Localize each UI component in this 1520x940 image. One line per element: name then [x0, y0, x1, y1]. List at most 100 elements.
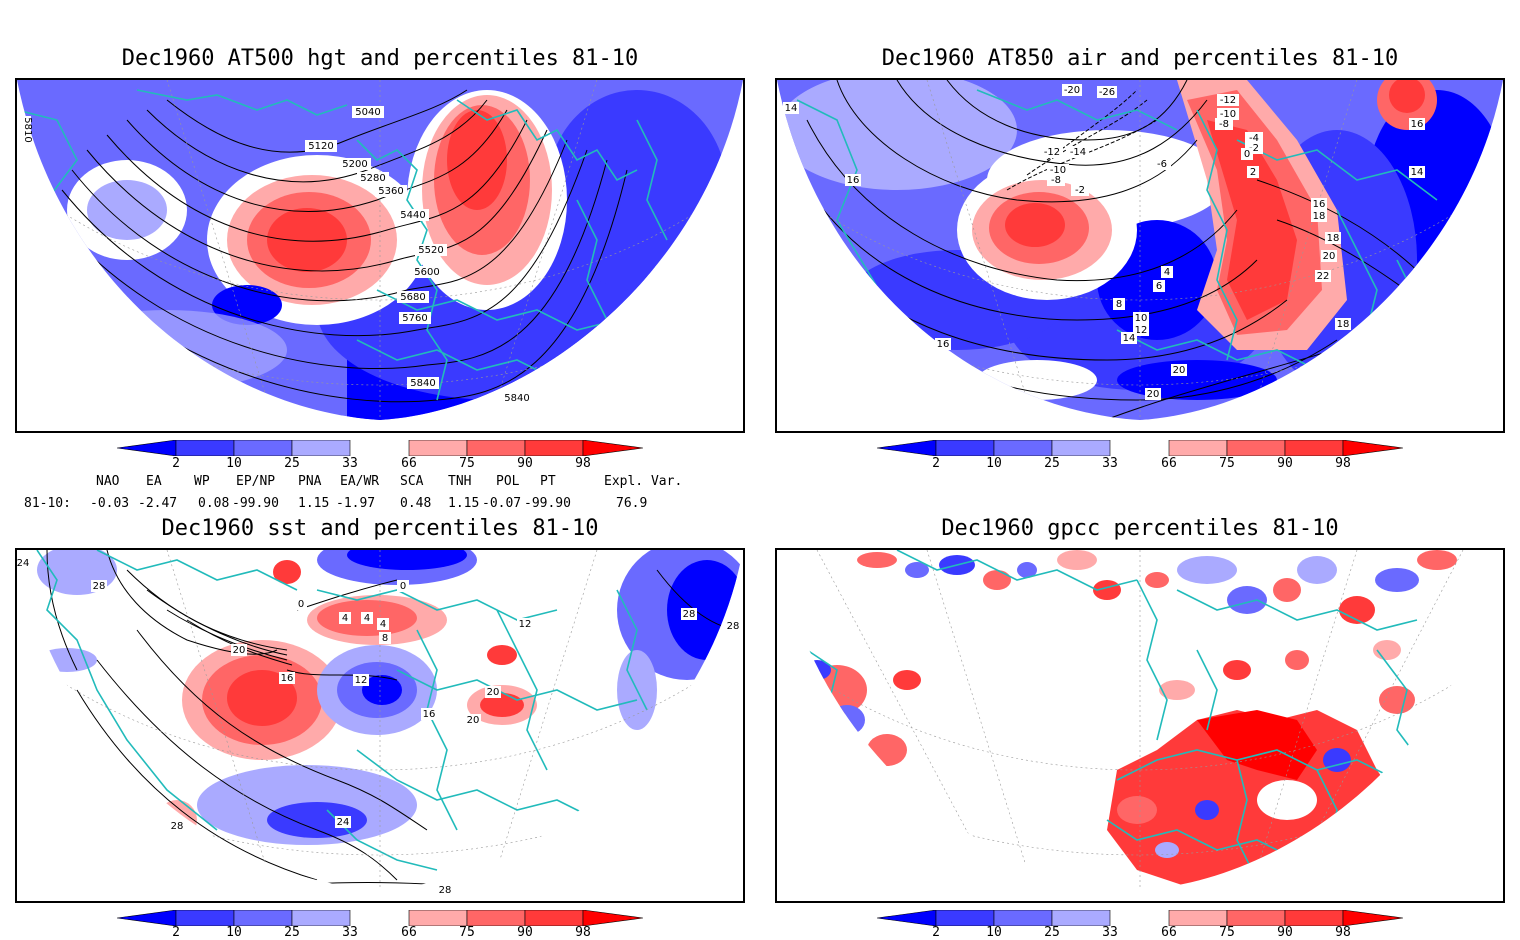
svg-text:4: 4 [380, 619, 386, 630]
contour-label-9: 12 [353, 674, 369, 686]
index-value: -99.90 [524, 496, 571, 511]
cbar-label: 66 [1161, 456, 1177, 471]
contour-label-9: 2 [1247, 166, 1259, 178]
cbar-label: 33 [1102, 925, 1118, 940]
index-header: PT [540, 474, 556, 489]
contour-label-16: 24 [335, 816, 351, 828]
cbar-label: 98 [1335, 925, 1351, 940]
contour-label-29: 16 [935, 338, 951, 350]
cbar-label: 10 [226, 925, 242, 940]
contour-label-34: 16 [1311, 198, 1327, 210]
panel-3-title: Dec1960 sst and percentiles 81-10 [161, 516, 599, 541]
svg-text:5520: 5520 [418, 245, 443, 256]
contour-label-16: 14 [783, 102, 799, 114]
index-header: EA/WR [340, 474, 380, 489]
contour-label-1: 5040 [352, 106, 384, 118]
svg-text:28: 28 [171, 821, 184, 832]
contour-label-9: 5680 [397, 291, 429, 303]
svg-text:18: 18 [1327, 233, 1340, 244]
svg-text:24: 24 [17, 558, 29, 569]
contour-label-3: 0 [295, 598, 307, 610]
svg-text:-8: -8 [1219, 119, 1229, 130]
svg-text:24: 24 [337, 817, 350, 828]
svg-text:28: 28 [439, 885, 452, 896]
svg-text:5120: 5120 [308, 141, 333, 152]
contour-label-4: -10 [1217, 108, 1239, 120]
svg-text:-20: -20 [1064, 85, 1080, 96]
svg-text:16: 16 [1411, 119, 1424, 130]
cbar-label: 66 [401, 925, 417, 940]
cbar-label: 10 [226, 456, 242, 471]
cbar-label: 2 [932, 925, 940, 940]
cbar-label: 10 [986, 456, 1002, 471]
cbar-label: 98 [575, 925, 591, 940]
index-header: TNH [448, 474, 472, 489]
svg-text:-8: -8 [1051, 175, 1061, 186]
svg-text:28: 28 [727, 621, 740, 632]
map-panel-air850: -20 -26 -12 -10 -8 -4 -2 0 2 -6 -14 -12 … [775, 78, 1505, 433]
svg-text:5840: 5840 [410, 378, 435, 389]
svg-text:12: 12 [519, 619, 532, 630]
map-hgt500-svg: 5040 5120 5200 5280 5360 5440 5520 5600 … [17, 80, 743, 420]
svg-text:-10: -10 [1220, 109, 1236, 120]
colorbar-bottom-right [877, 910, 1403, 926]
svg-text:16: 16 [423, 709, 436, 720]
svg-text:-14: -14 [1070, 147, 1086, 158]
svg-text:18: 18 [1337, 319, 1350, 330]
cbar-label: 2 [172, 925, 180, 940]
panel-2-title: Dec1960 AT850 air and percentiles 81-10 [881, 46, 1399, 71]
cbar-label: 75 [459, 456, 475, 471]
contour-label-10: -6 [1153, 158, 1171, 170]
contour-label-19: 28 [681, 608, 697, 620]
svg-text:5840: 5840 [504, 393, 529, 404]
contour-label-20: 22 [1315, 270, 1331, 282]
cbar-label: 90 [517, 456, 533, 471]
svg-text:5680: 5680 [400, 292, 425, 303]
contour-label-17: 16 [845, 174, 861, 186]
contour-label-12: 16 [421, 708, 437, 720]
contour-label-14: -8 [1047, 174, 1065, 186]
contour-label-26: 10 [1133, 312, 1149, 324]
colorbar-top-right [877, 440, 1403, 456]
cbar-label: 33 [342, 456, 358, 471]
contour-label-10: 5760 [399, 312, 431, 324]
svg-text:14: 14 [1123, 333, 1136, 344]
svg-text:20: 20 [233, 645, 246, 656]
cbar-label: 25 [1044, 456, 1060, 471]
contour-label-11: 5840 [407, 377, 439, 389]
cbar-label: 90 [1277, 925, 1293, 940]
svg-text:20: 20 [1323, 251, 1336, 262]
colorbar-top-left [117, 440, 643, 456]
index-header: POL [496, 474, 520, 489]
contour-label-15: 12 [517, 618, 533, 630]
svg-text:22: 22 [1317, 271, 1330, 282]
index-header: SCA [400, 474, 424, 489]
contour-label-19: 20 [1321, 250, 1337, 262]
cbar-label: 25 [1044, 925, 1060, 940]
contour-label-6: -4 [1245, 132, 1263, 144]
contour-label-2: -26 [1097, 86, 1117, 98]
contour-label-18: 28 [437, 884, 453, 896]
svg-text:-12: -12 [1220, 95, 1236, 106]
cbar-label: 10 [986, 925, 1002, 940]
contour-label-1: -20 [1062, 84, 1082, 96]
svg-text:-2: -2 [1249, 143, 1259, 154]
index-value: 1.15 [448, 496, 480, 511]
contour-label-6: 4 [361, 612, 373, 624]
contour-label-8: 0 [1241, 148, 1253, 160]
index-value: -0.03 [90, 496, 130, 511]
cbar-label: 75 [1219, 925, 1235, 940]
svg-text:2: 2 [1250, 167, 1256, 178]
svg-text:5360: 5360 [378, 186, 403, 197]
contour-label-6: 5440 [397, 209, 429, 221]
index-value: -0.07 [482, 496, 522, 511]
cbar-label: 75 [1219, 456, 1235, 471]
contour-label-14: 20 [465, 714, 481, 726]
index-header: WP [194, 474, 210, 489]
svg-text:8: 8 [1116, 299, 1122, 310]
svg-text:0: 0 [400, 581, 406, 592]
map-panel-hgt500: 5040 5120 5200 5280 5360 5440 5520 5600 … [15, 78, 745, 433]
contour-label-7: 5520 [415, 244, 447, 256]
cbar-label: 25 [284, 925, 300, 940]
contour-label-15: -2 [1071, 184, 1089, 196]
